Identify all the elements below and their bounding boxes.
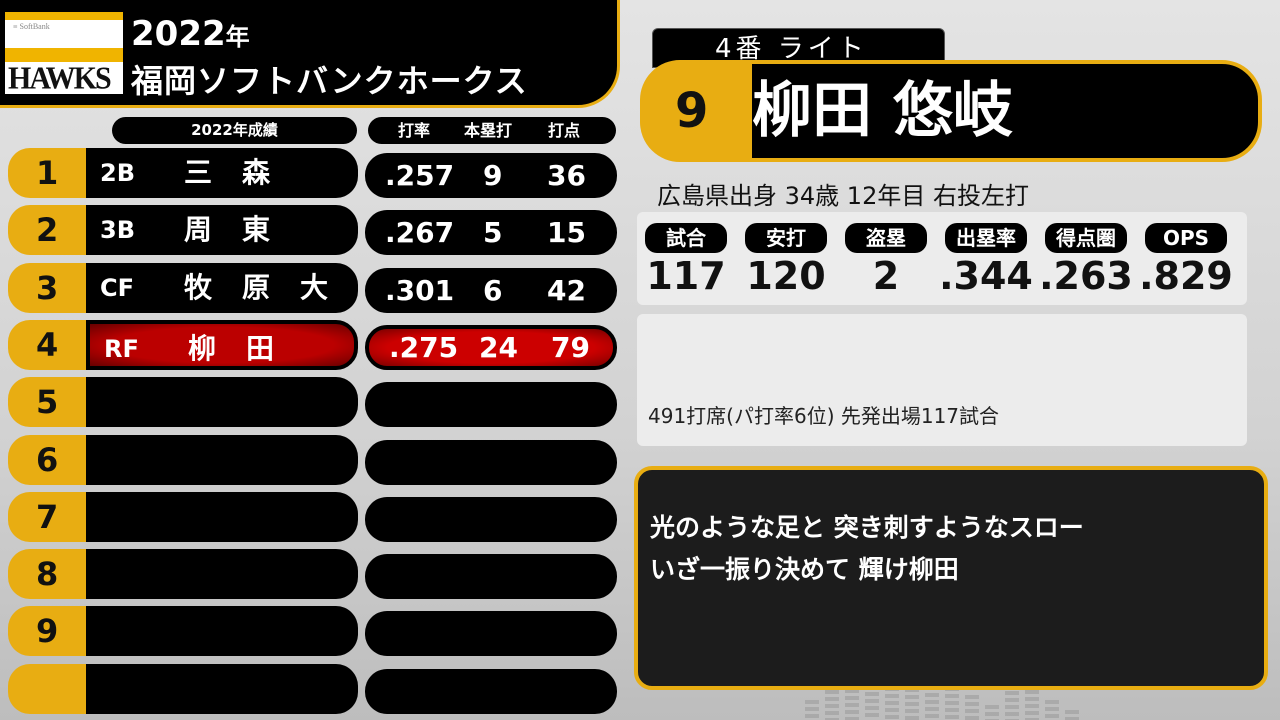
equalizer-bar [825, 690, 839, 720]
col-hr: 本塁打 [464, 121, 513, 140]
cheer-song-box [634, 466, 1268, 690]
lineup-row: 6 [8, 434, 358, 485]
equalizer-bar [1045, 700, 1059, 720]
player-note: 491打席(パ打率6位) 先発出場117試合 [648, 404, 1000, 428]
stat-value: 117 [646, 254, 726, 298]
lyric-line: 光のような足と 突き刺すようなスロー [650, 513, 1084, 542]
stat-label: OPS [1145, 223, 1227, 253]
player-stat-row [365, 439, 617, 485]
equalizer-bar [805, 700, 819, 720]
rbi: 79 [551, 330, 590, 364]
lineup-row: 3 CF 牧原大 [8, 262, 359, 313]
player-cell [86, 606, 358, 657]
notes-box [637, 314, 1247, 446]
stat-label: 試合 [645, 223, 727, 253]
player-short-name: 柳田 [188, 331, 305, 365]
home-runs: 6 [483, 273, 503, 307]
player-stat-row: .275 24 79 [365, 324, 617, 370]
stat-label: 盗塁 [845, 223, 927, 253]
stat-label: 出塁率 [945, 223, 1027, 253]
home-runs: 24 [479, 330, 518, 364]
player-stat-row [365, 382, 617, 428]
player-cell [86, 377, 358, 428]
hawks-logo: ≡ SoftBank HAWKS [5, 12, 123, 94]
col-rbi: 打点 [548, 121, 581, 140]
cheer-song-lyrics: 光のような足と 突き刺すようなスロー いざ一振り決めて 輝け柳田 [650, 507, 1084, 591]
player-short-name: 周東 [184, 213, 301, 247]
lineup-row: 8 [8, 549, 358, 600]
lineup-row: 1 2B 三森 [8, 148, 358, 198]
uniform-number: 9 [640, 60, 752, 162]
avg: .275 [389, 330, 459, 364]
player-stat-row [365, 554, 617, 600]
player-stat-row [365, 611, 617, 657]
player-cell [86, 663, 358, 714]
equalizer-bar [1025, 690, 1039, 720]
lineup-row: 2 3B 周東 [8, 205, 358, 256]
rbi: 15 [547, 216, 586, 250]
avg: .301 [385, 273, 455, 307]
player-bio: 広島県出身 34歳 12年目 右投左打 [657, 182, 1029, 210]
player-short-name: 牧原大 [184, 270, 359, 304]
player-short-name: 三森 [184, 156, 301, 189]
player-stats-box [637, 212, 1247, 305]
lineup-header-label: 2022年成績 [112, 117, 357, 144]
lineup-row: 7 [8, 491, 358, 542]
player-cell: 2B 三森 [86, 148, 358, 198]
player-cell [86, 491, 358, 542]
stat-value: 2 [872, 254, 900, 298]
player-cell [86, 549, 358, 600]
season-year: 2022年 [131, 14, 250, 54]
player-cell: RF 柳田 [86, 319, 358, 370]
lineup-row: 9 [8, 606, 358, 657]
position: RF [104, 334, 139, 363]
rbi: 36 [547, 159, 586, 192]
equalizer-bar [1065, 710, 1079, 720]
player-stat-row: .301 6 42 [365, 267, 617, 313]
stat-value: .344 [939, 254, 1033, 298]
position: 2B [100, 159, 135, 187]
player-stat-row: .267 5 15 [365, 210, 617, 256]
player-stat-row [365, 496, 617, 542]
stat-value: 120 [746, 254, 826, 298]
col-avg: 打率 [398, 121, 431, 140]
player-cell [86, 434, 358, 485]
lyric-line: いざ一振り決めて 輝け柳田 [650, 555, 959, 584]
player-stat-row [365, 668, 617, 714]
lineup-row [8, 663, 358, 714]
position: CF [100, 273, 135, 302]
equalizer-bar [965, 695, 979, 720]
rbi: 42 [547, 273, 586, 307]
equalizer-bar [985, 705, 999, 720]
equalizer-bar [945, 680, 959, 720]
stat-label: 安打 [745, 223, 827, 253]
stat-value: .829 [1139, 254, 1233, 298]
stats-header: 打率 本塁打 打点 [368, 117, 616, 144]
position: 3B [100, 216, 135, 245]
avg: .267 [385, 216, 455, 250]
team-name: 福岡ソフトバンクホークス [131, 62, 528, 100]
lineup-row: 5 [8, 377, 358, 428]
stat-label: 得点圏 [1045, 223, 1127, 253]
avg: .257 [385, 159, 455, 192]
home-runs: 9 [483, 159, 503, 192]
player-name: 柳田 悠岐 [752, 76, 1013, 146]
home-runs: 5 [483, 216, 503, 250]
stat-value: .263 [1039, 254, 1133, 298]
player-stat-row: .257 9 36 [365, 153, 617, 198]
player-cell: CF 牧原大 [86, 262, 359, 313]
lineup-row: 4 RF 柳田 [8, 319, 358, 370]
player-cell: 3B 周東 [86, 205, 358, 256]
